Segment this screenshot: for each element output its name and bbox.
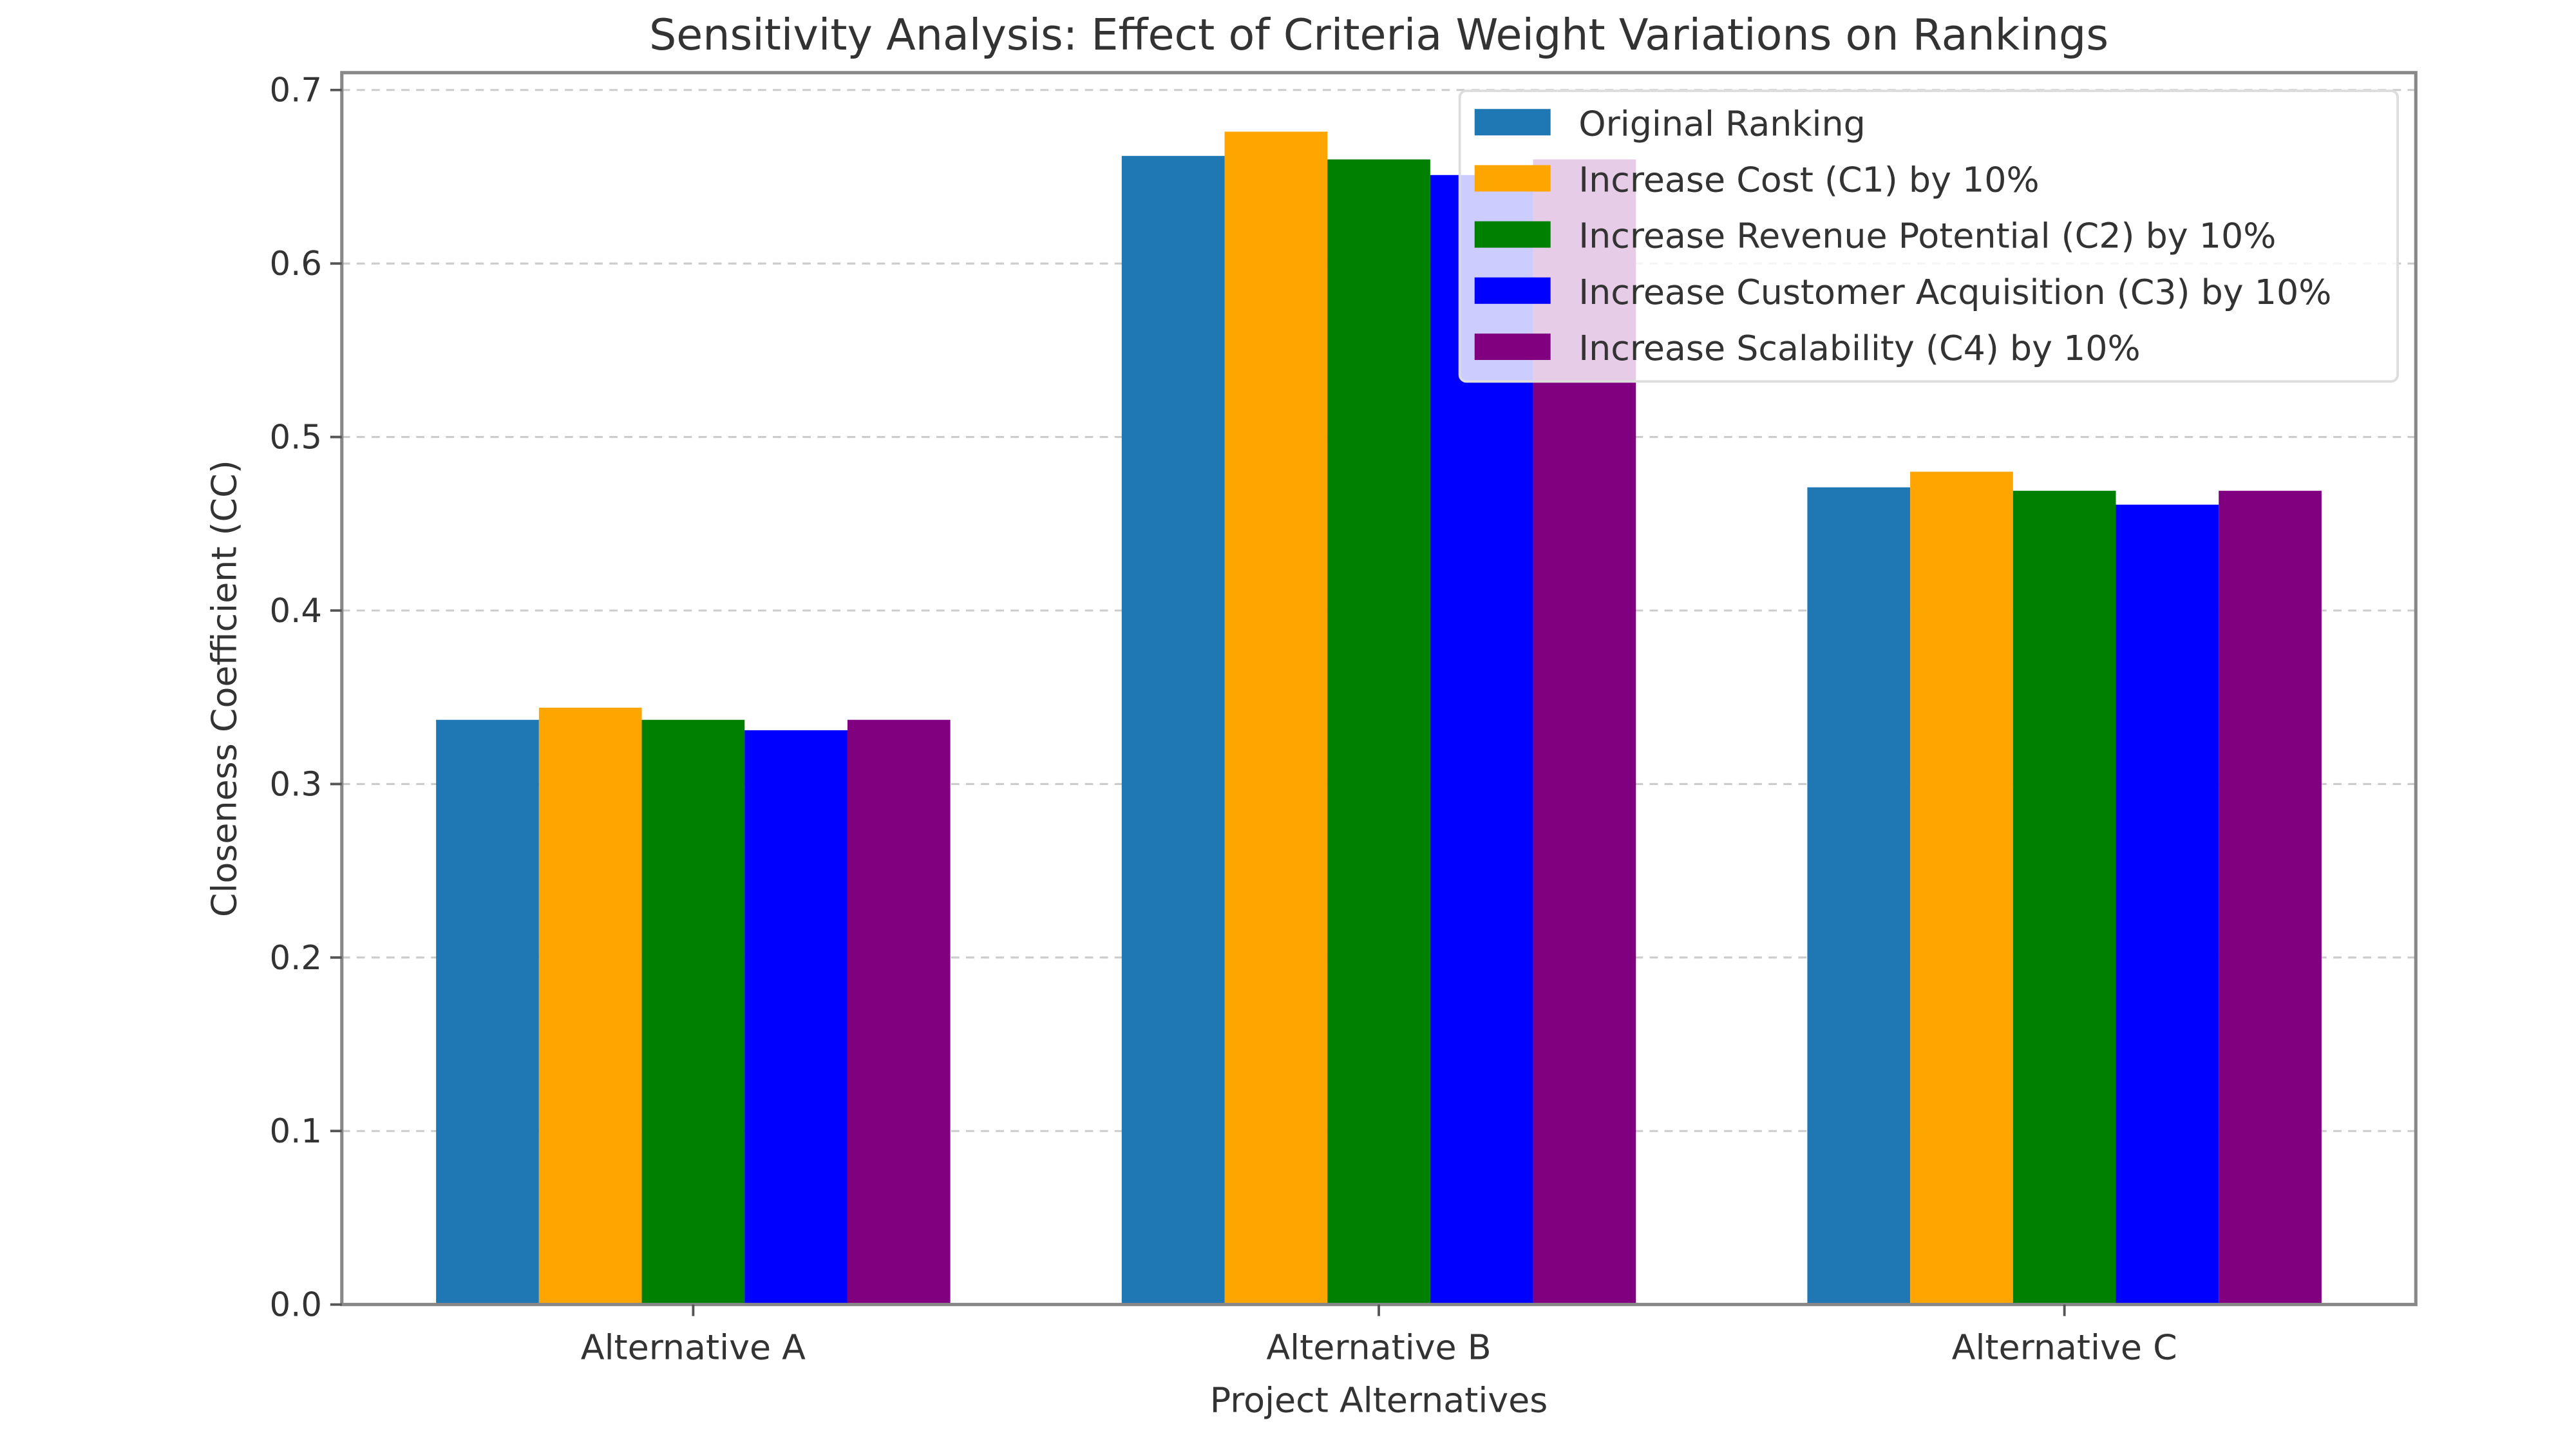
legend-swatch (1474, 165, 1551, 192)
legend-swatch (1474, 109, 1551, 136)
y-tick-label: 0.4 (269, 592, 322, 630)
y-tick-label: 0.7 (269, 71, 322, 110)
y-tick-label: 0.0 (269, 1286, 322, 1325)
legend-label: Increase Revenue Potential (C2) by 10% (1578, 216, 2276, 256)
legend-swatch (1474, 277, 1551, 304)
y-axis-label: Closeness Coefficient (CC) (204, 460, 245, 917)
x-axis-label: Project Alternatives (1210, 1379, 1548, 1420)
y-tick-label: 0.6 (269, 245, 322, 283)
bar (538, 707, 642, 1305)
y-tick-label: 0.5 (269, 419, 322, 457)
legend-box (1458, 90, 2399, 383)
bar (1121, 156, 1225, 1305)
bar (1807, 487, 1911, 1305)
y-tick-label: 0.1 (269, 1112, 322, 1151)
bar (2012, 491, 2116, 1305)
y-ticks: 0.0 0.1 0.2 0.3 0.4 0.5 0.6 0.7 (269, 71, 342, 1325)
chart-title: Sensitivity Analysis: Effect of Criteria… (649, 10, 2108, 60)
bar (641, 719, 745, 1305)
y-tick-label: 0.3 (269, 765, 322, 804)
bar (744, 730, 848, 1305)
legend-label: Increase Customer Acquisition (C3) by 10… (1578, 272, 2331, 312)
bar (2116, 504, 2219, 1305)
legend-label: Increase Scalability (C4) by 10% (1578, 328, 2140, 368)
bar (847, 719, 951, 1305)
x-tick-label: Alternative A (581, 1327, 806, 1367)
legend-swatch (1474, 221, 1551, 248)
legend-label: Increase Cost (C1) by 10% (1578, 159, 2039, 200)
bar (1224, 131, 1328, 1305)
legend: Original Ranking Increase Cost (C1) by 10… (1458, 90, 2399, 383)
legend-swatch (1474, 333, 1551, 360)
bar (1327, 159, 1430, 1305)
legend-label: Original Ranking (1578, 103, 1865, 144)
x-tick-label: Alternative B (1266, 1327, 1491, 1367)
bar (2219, 491, 2322, 1305)
bar (1910, 471, 2013, 1305)
x-ticks: Alternative A Alternative B Alternative C (581, 1304, 2177, 1367)
bar (436, 719, 539, 1305)
bars (436, 131, 2322, 1305)
y-tick-label: 0.2 (269, 939, 322, 978)
x-tick-label: Alternative C (1952, 1327, 2177, 1367)
